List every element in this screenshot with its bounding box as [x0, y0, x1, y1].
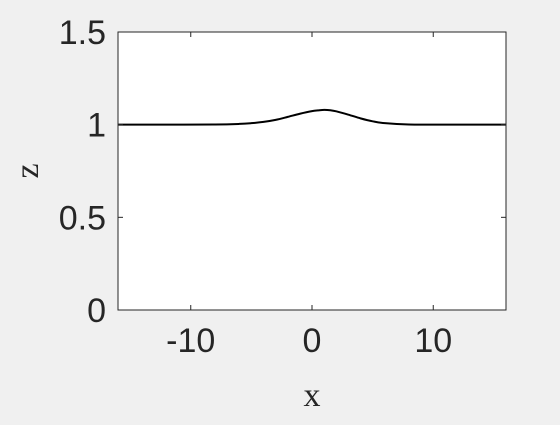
plot-border — [117, 31, 507, 311]
y-tick-label: 0.5 — [59, 199, 106, 237]
y-tick-label: 1 — [87, 107, 106, 145]
y-tick-label: 1.5 — [59, 14, 106, 52]
x-tick-label: -10 — [166, 322, 215, 360]
x-tick-label: 0 — [303, 322, 322, 360]
y-axis-label: z — [9, 163, 46, 178]
tick-label-layer: -10 0 10 0 0.5 1 1.5 — [59, 14, 452, 360]
y-tick-label: 0 — [87, 292, 106, 330]
x-tick-label: 10 — [414, 322, 452, 360]
series-layer — [117, 108, 507, 126]
x-axis-label: x — [304, 377, 321, 414]
series-line-0 — [117, 108, 507, 126]
plot-area — [118, 32, 506, 310]
